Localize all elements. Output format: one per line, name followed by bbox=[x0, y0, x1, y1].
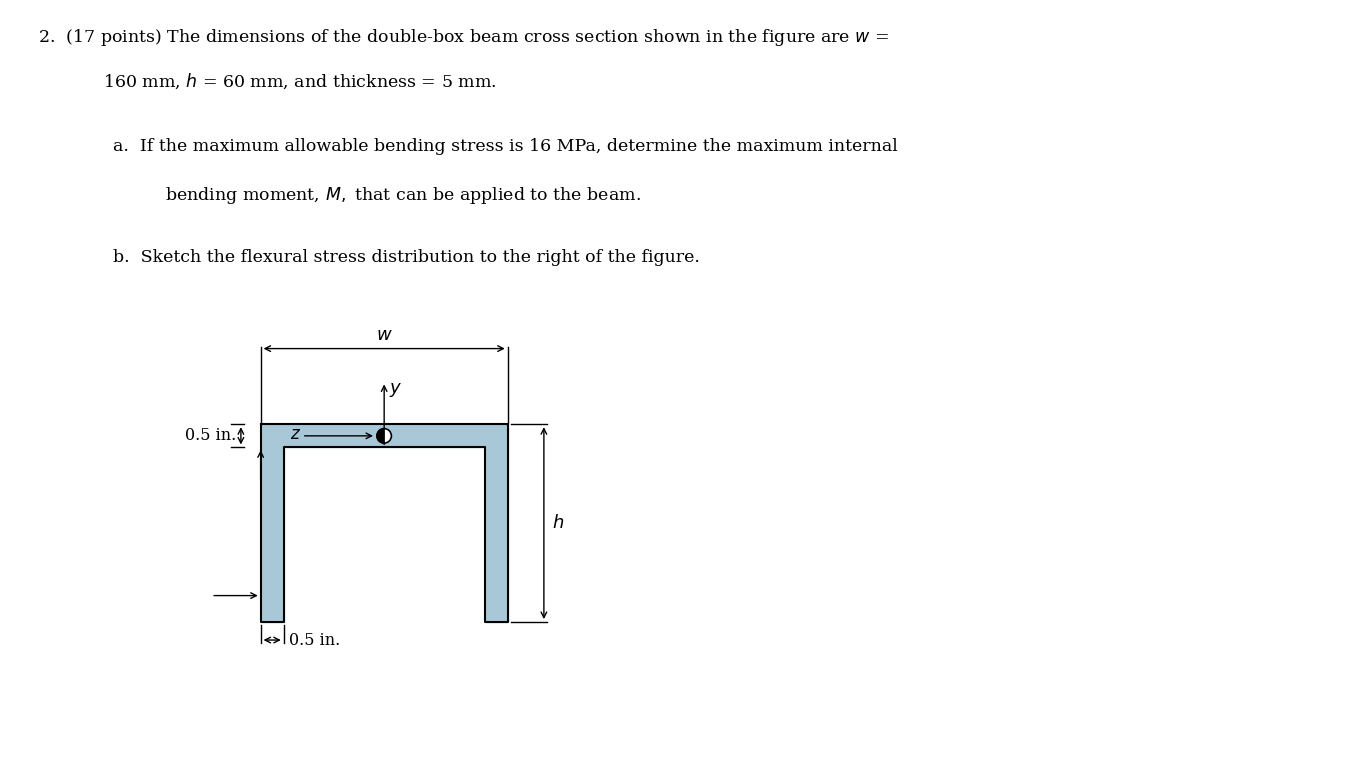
Text: b.  Sketch the flexural stress distribution to the right of the figure.: b. Sketch the flexural stress distributi… bbox=[113, 249, 700, 266]
Circle shape bbox=[377, 429, 391, 443]
Text: bending moment, $M,$ that can be applied to the beam.: bending moment, $M,$ that can be applied… bbox=[165, 185, 641, 206]
Text: 160 mm, $h$ = 60 mm, and thickness = 5 mm.: 160 mm, $h$ = 60 mm, and thickness = 5 m… bbox=[103, 71, 497, 90]
Text: 0.5 in.: 0.5 in. bbox=[288, 632, 340, 648]
Text: $w$: $w$ bbox=[376, 325, 392, 344]
Text: a.  If the maximum allowable bending stress is 16 MPa, determine the maximum int: a. If the maximum allowable bending stre… bbox=[113, 138, 897, 155]
Text: $z$: $z$ bbox=[291, 426, 302, 443]
Polygon shape bbox=[261, 424, 508, 622]
Text: $y$: $y$ bbox=[390, 381, 402, 399]
Text: 2.  (17 points) The dimensions of the double-box beam cross section shown in the: 2. (17 points) The dimensions of the dou… bbox=[38, 27, 889, 48]
Text: $h$: $h$ bbox=[552, 514, 564, 532]
Text: 0.5 in.: 0.5 in. bbox=[185, 427, 236, 445]
Polygon shape bbox=[377, 429, 384, 443]
